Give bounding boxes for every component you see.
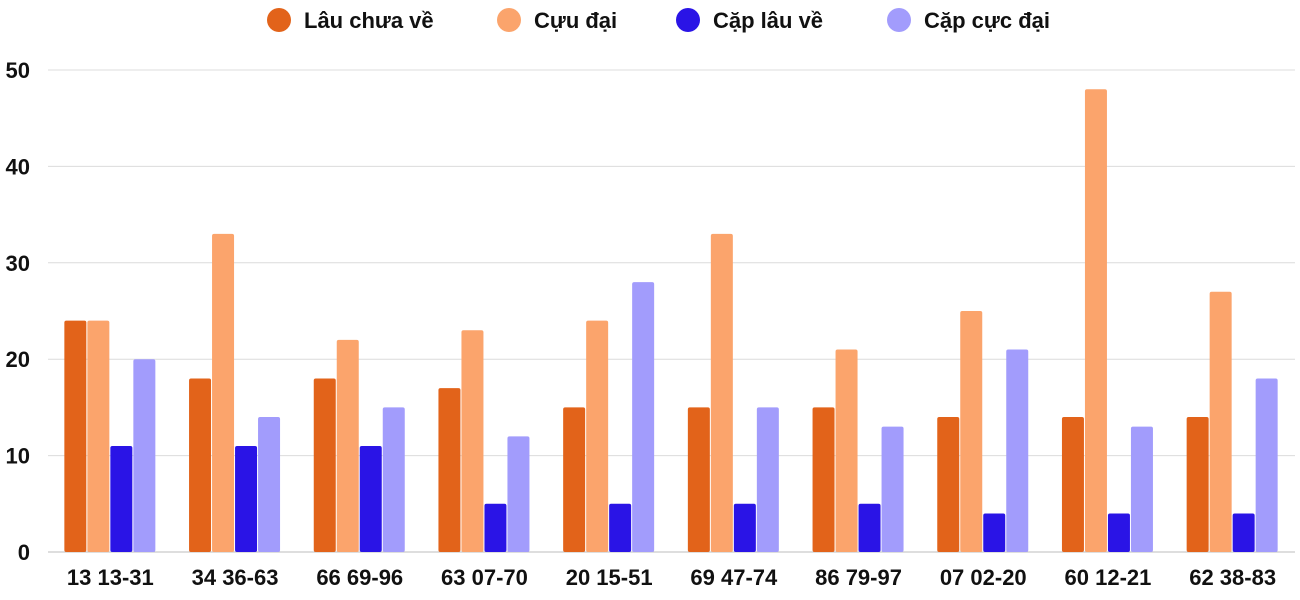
bar [438,388,461,552]
y-tick-label: 10 [6,444,30,469]
y-tick-label: 0 [18,540,30,565]
legend-swatch [267,8,291,32]
bar [1130,426,1153,552]
bar [563,407,586,552]
x-tick-label: 34 36-63 [192,565,279,590]
bar [359,445,382,552]
y-tick-label: 50 [6,58,30,83]
bar [1232,513,1255,552]
legend-label: Lâu chưa về [304,8,434,33]
bar [64,320,87,552]
legend-label: Cặp lâu về [713,8,823,33]
legend-swatch [887,8,911,32]
bar [212,233,235,552]
bar [687,407,710,552]
bar [835,349,858,552]
bar [87,320,110,552]
x-tick-label: 66 69-96 [316,565,403,590]
x-axis: 13 13-31 34 36-63 66 69-96 63 07-70 20 15-51… [67,565,1276,590]
bar [983,513,1006,552]
bar [812,407,835,552]
bar [110,445,133,552]
bar [235,445,258,552]
bar [586,320,609,552]
x-tick-label: 13 13-31 [67,565,154,590]
legend-swatch [497,8,521,32]
x-tick-label: 86 79-97 [815,565,902,590]
x-tick-label: 62 38-83 [1189,565,1276,590]
x-tick-label: 60 12-21 [1065,565,1152,590]
bar [461,330,484,552]
y-tick-label: 20 [6,347,30,372]
y-tick-label: 40 [6,154,30,179]
x-tick-label: 69 47-74 [690,565,778,590]
x-tick-label: 63 07-70 [441,565,528,590]
legend-swatch [676,8,700,32]
bar [858,503,881,552]
bar [1209,291,1232,552]
bar [382,407,405,552]
y-tick-label: 30 [6,251,30,276]
bar [937,417,960,552]
bar [313,378,336,552]
legend-label: Cựu đại [534,8,617,33]
bar [881,426,904,552]
bar [960,311,983,552]
x-tick-label: 07 02-20 [940,565,1027,590]
bar [1061,417,1084,552]
y-axis: 0 10 20 30 40 50 [6,58,30,565]
bar [258,417,281,552]
bar [1255,378,1278,552]
bar [1006,349,1029,552]
bar [710,233,733,552]
bar [133,359,156,552]
bar [756,407,779,552]
bar [1186,417,1209,552]
bar [484,503,507,552]
chart-legend: Lâu chưa về Cựu đại Cặp lâu về Cặp cực đại [267,8,1050,33]
bar [609,503,632,552]
bar [632,282,655,552]
bar [733,503,756,552]
bar [1084,89,1107,552]
bar [1107,513,1130,552]
bar [336,339,359,552]
legend-label: Cặp cực đại [924,8,1050,33]
bars [64,89,1278,552]
bar [189,378,212,552]
bar [507,436,530,552]
x-tick-label: 20 15-51 [566,565,653,590]
